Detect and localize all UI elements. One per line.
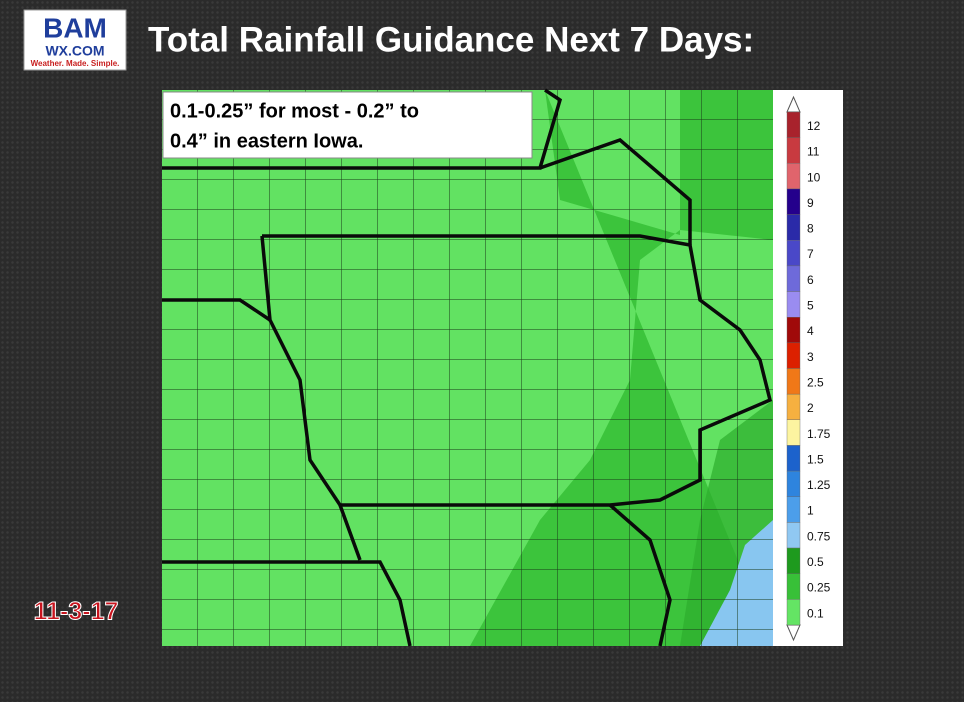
legend-label: 2 (807, 401, 814, 415)
legend-swatch (786, 522, 801, 549)
legend-swatch (786, 188, 801, 215)
legend-swatch (786, 317, 801, 344)
legend-swatch (786, 265, 801, 292)
legend-swatch (786, 445, 801, 472)
legend-swatch (786, 137, 801, 164)
annotation-line: 0.4” in eastern Iowa. (170, 130, 363, 152)
legend-label: 2.5 (807, 375, 824, 389)
legend-swatch (786, 496, 801, 523)
legend-swatch (786, 240, 801, 267)
logo-box (23, 9, 127, 71)
legend-swatch (786, 214, 801, 241)
legend-swatch (786, 419, 801, 446)
legend-label: 1.25 (807, 478, 831, 492)
annotation-line: 0.1-0.25” for most - 0.2” to (170, 100, 419, 122)
legend-panel (773, 90, 843, 646)
legend-label: 0.1 (807, 606, 824, 620)
legend-label: 9 (807, 196, 814, 210)
title: Total Rainfall Guidance Next 7 Days: (148, 20, 754, 59)
legend-swatch (786, 393, 801, 420)
legend-swatch (786, 291, 801, 318)
legend-label: 5 (807, 299, 814, 313)
state-borders (162, 88, 773, 647)
legend-label: 0.25 (807, 581, 831, 595)
legend-label: 8 (807, 222, 814, 236)
annotation-box (162, 91, 533, 159)
legend-label: 1.5 (807, 452, 824, 466)
legend-label: 10 (807, 170, 821, 184)
logo-tagline: Weather. Made. Simple. (31, 59, 120, 68)
legend-label: 1.75 (807, 427, 831, 441)
legend-label: 1 (807, 504, 814, 518)
legend-swatch (786, 470, 801, 497)
date: 11-3-17 (34, 598, 119, 626)
legend-swatch (786, 573, 801, 600)
legend-label: 0.5 (807, 555, 824, 569)
legend-swatch (786, 111, 801, 138)
legend-label: 3 (807, 350, 814, 364)
legend-label: 11 (807, 145, 820, 159)
legend-swatch (786, 368, 801, 395)
legend-label: 6 (807, 273, 814, 287)
legend-label: 4 (807, 324, 814, 338)
legend-label: 12 (807, 119, 821, 133)
legend-label: 7 (807, 247, 814, 261)
legend-swatch (786, 547, 801, 574)
legend: 12 11 10 9 8 7 6 5 4 3 2.5 2 1.75 1.5 1.25 1 0.75 0.5 0.25… (786, 111, 831, 626)
legend-label: 0.75 (807, 529, 831, 543)
legend-swatch (786, 342, 801, 369)
logo-brand: BAM (43, 12, 107, 43)
legend-swatch (786, 163, 801, 190)
legend-swatch (786, 599, 801, 626)
logo-site: WX.COM (45, 43, 104, 59)
